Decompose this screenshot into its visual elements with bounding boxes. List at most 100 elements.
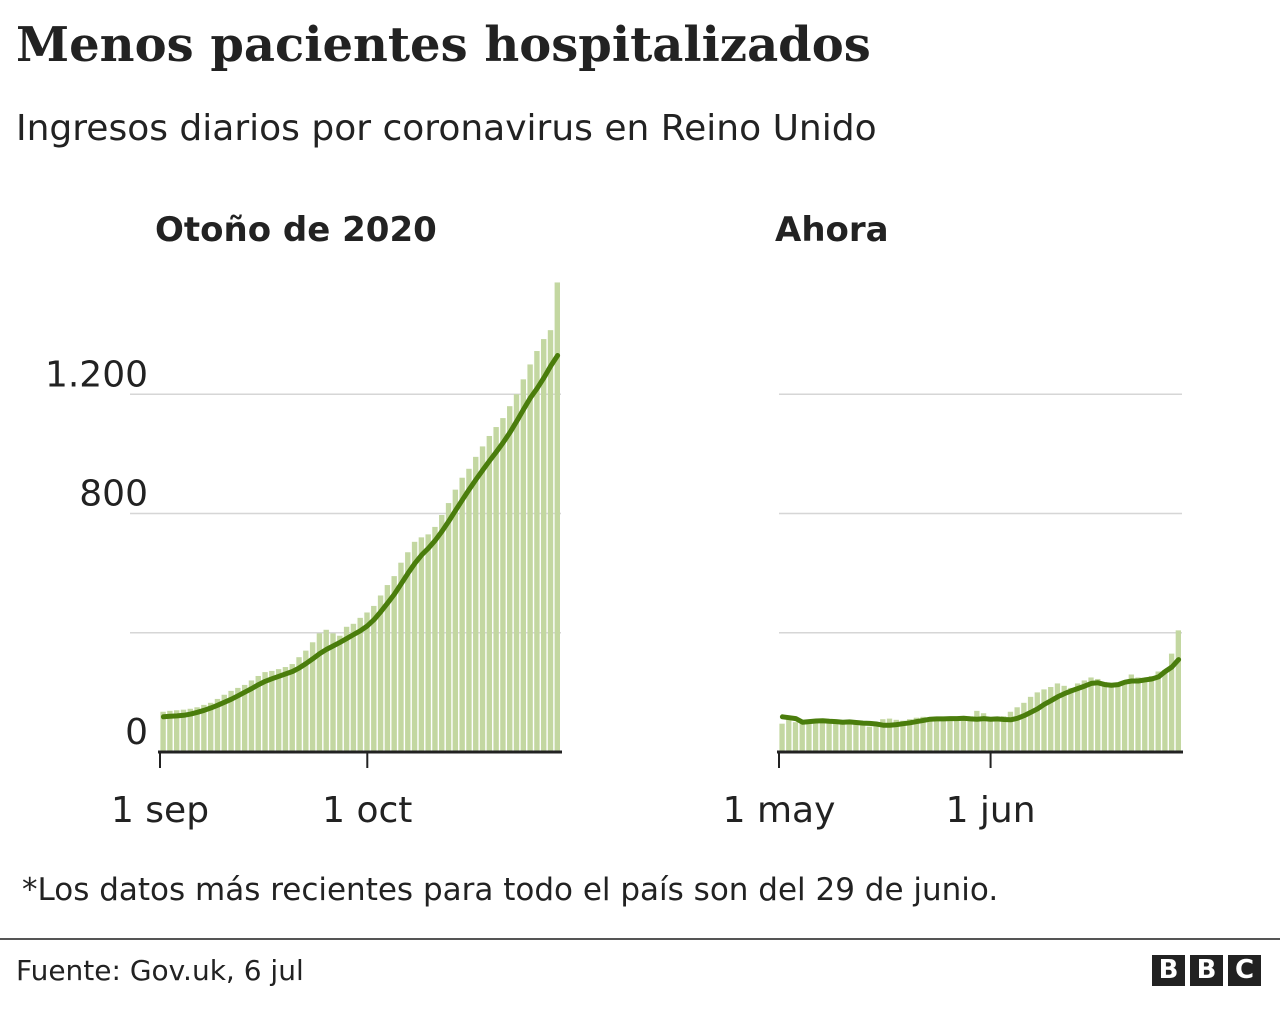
bar	[309, 642, 316, 752]
bar	[282, 667, 289, 752]
bar	[350, 623, 357, 752]
bar	[255, 675, 261, 752]
bar	[1021, 702, 1027, 752]
bar	[1135, 677, 1141, 752]
bar	[269, 670, 275, 752]
bar	[262, 672, 268, 752]
bar	[527, 364, 533, 752]
charts-area: Otoño de 2020 0 800 1.200 1 sep 1 oct Ahora 1 m…	[45, 210, 1183, 831]
chart-panel: Otoño de 2020 0 800 1.200 1 sep 1 oct	[45, 210, 562, 831]
bar	[967, 716, 973, 752]
bar	[160, 711, 166, 752]
bar	[194, 707, 200, 752]
bar	[289, 664, 295, 752]
bar	[860, 725, 866, 752]
bar	[987, 718, 993, 752]
x-tick-label: 1 may	[723, 790, 836, 831]
bar	[1027, 696, 1034, 752]
bar	[418, 537, 425, 752]
bar	[411, 541, 418, 752]
bar	[507, 406, 513, 752]
bar	[187, 708, 193, 752]
bar	[445, 503, 452, 752]
bar	[384, 585, 391, 752]
bar	[954, 717, 960, 752]
bar	[357, 617, 363, 752]
bar	[1068, 687, 1074, 752]
bar	[994, 717, 1000, 752]
bar	[819, 722, 826, 752]
bar	[1061, 685, 1067, 752]
bar	[846, 722, 852, 752]
bar	[779, 723, 785, 752]
chart-panel: Ahora 1 may 1 jun	[723, 210, 1183, 831]
x-tick-label: 1 oct	[322, 790, 412, 831]
bar	[1175, 630, 1181, 752]
bar	[980, 713, 987, 752]
bar	[459, 477, 465, 752]
bar	[920, 716, 926, 752]
bar	[913, 717, 920, 752]
y-tick-label: 1.200	[45, 354, 148, 395]
bar	[1128, 674, 1134, 752]
bar	[886, 718, 893, 752]
bar	[960, 716, 967, 752]
bar	[452, 489, 459, 752]
bar	[1054, 683, 1061, 752]
bar	[1041, 689, 1047, 752]
bar	[1142, 678, 1148, 752]
bar	[235, 687, 241, 752]
bar	[974, 710, 980, 752]
bar	[330, 633, 336, 752]
bar	[1034, 692, 1040, 752]
bar	[201, 704, 207, 752]
footnote: *Los datos más recientes para todo el pa…	[22, 872, 999, 908]
source-note: Fuente: Gov.uk, 6 jul	[16, 954, 304, 987]
bar	[371, 605, 377, 752]
x-tick-label: 1 sep	[111, 790, 209, 831]
bar	[1095, 678, 1101, 752]
bar	[248, 680, 255, 752]
bar	[473, 456, 479, 752]
bar	[812, 720, 819, 752]
bar	[873, 724, 879, 752]
bar	[377, 595, 384, 752]
bar	[833, 722, 839, 752]
bar	[1074, 683, 1081, 752]
bar	[398, 562, 404, 752]
bar	[927, 717, 933, 752]
bar	[316, 633, 323, 752]
bar	[1014, 707, 1020, 752]
bar	[405, 552, 411, 752]
bar	[275, 669, 282, 752]
bar	[866, 726, 873, 752]
bar	[933, 718, 940, 752]
bar	[893, 719, 899, 752]
bar	[1148, 675, 1155, 752]
bar	[303, 650, 309, 752]
panel-title: Otoño de 2020	[155, 210, 437, 250]
panel-title: Ahora	[775, 210, 889, 250]
bbc-logo-block: B	[1190, 955, 1223, 986]
bar	[534, 351, 540, 752]
bar	[1155, 671, 1161, 752]
bar	[786, 719, 792, 752]
bbc-logo: B B C	[1152, 955, 1261, 986]
bar	[547, 330, 554, 752]
bar	[493, 427, 499, 752]
bbc-logo-block: B	[1152, 955, 1185, 986]
bar	[1115, 682, 1121, 752]
chart-subtitle: Ingresos diarios por coronavirus en Rein…	[16, 108, 877, 149]
bar	[466, 468, 472, 752]
bar	[940, 719, 946, 752]
bar	[1108, 684, 1114, 752]
bar	[425, 534, 431, 752]
y-tick-label: 800	[79, 474, 148, 515]
bar	[1001, 716, 1007, 752]
bbc-logo-block: C	[1228, 955, 1261, 986]
bar	[1121, 681, 1128, 752]
bar	[214, 698, 221, 752]
bar	[228, 690, 234, 752]
bar	[799, 722, 805, 752]
bar	[337, 635, 343, 752]
